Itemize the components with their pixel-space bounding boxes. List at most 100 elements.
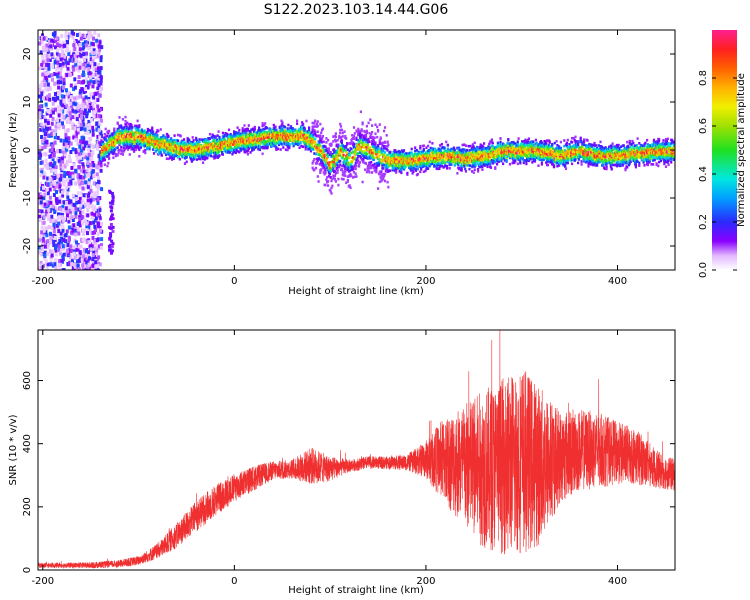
spectrogram-cell	[269, 129, 272, 132]
spectrogram-cell	[89, 79, 93, 84]
spectrogram-cell	[38, 66, 42, 71]
spectrogram-cell	[96, 134, 100, 139]
spectrogram-cell	[257, 147, 260, 151]
spectrogram-cell	[327, 175, 331, 178]
spectrogram-cell	[65, 110, 69, 115]
spectrogram-cell	[352, 134, 356, 138]
spectrogram-cell	[133, 133, 136, 136]
spectrogram-cell	[80, 148, 84, 153]
spectrogram-cell	[46, 118, 50, 123]
spectrogram-cell	[44, 259, 48, 264]
spectrogram-cell	[115, 130, 118, 134]
spectrogram-cell	[82, 164, 85, 169]
spectrogram-cell	[285, 138, 288, 142]
spectrogram-cell	[41, 238, 45, 243]
spectrogram-cell	[74, 138, 78, 143]
spectrogram-cell	[369, 163, 372, 166]
spectrogram-cell	[389, 169, 392, 172]
spectrogram-cell	[43, 144, 47, 149]
spectrogram-cell	[98, 122, 102, 126]
spectrogram-cell	[146, 134, 149, 138]
spectrogram-cell	[371, 135, 374, 139]
spectrogram-cell	[170, 156, 173, 160]
spectrogram-cell	[81, 66, 85, 71]
spectrogram-cell	[97, 90, 101, 95]
spectrogram-cell	[281, 122, 284, 126]
spectrogram-cell	[75, 54, 79, 59]
spectrogram-cell	[327, 155, 330, 158]
spectrogram-cell	[78, 159, 82, 164]
spectrogram-cell	[91, 84, 95, 89]
spectrogram-cell	[321, 152, 324, 155]
spectrogram-cell	[82, 146, 86, 151]
spectrogram-cell	[53, 31, 57, 35]
spectrogram-cell	[40, 91, 44, 96]
spectrogram-cell	[238, 135, 241, 138]
spectrogram-cell	[70, 249, 74, 253]
spectrogram-cell	[236, 126, 239, 129]
spectrogram-cell	[62, 98, 66, 103]
spectrogram-cell	[44, 71, 48, 76]
spectrogram-cell	[52, 222, 56, 227]
spectrogram-cell	[181, 144, 184, 148]
spectrogram-cell	[383, 172, 387, 176]
spectrogram-cell	[106, 134, 109, 138]
spectrogram-cell	[40, 167, 44, 172]
spectrogram-cell	[96, 80, 100, 85]
spectrogram-cell	[171, 147, 174, 150]
spectrogram-cell	[89, 228, 92, 233]
spectrogram-cell	[356, 161, 359, 164]
spectrogram-cell	[374, 143, 377, 146]
spectrogram-cell	[71, 171, 75, 176]
spectrogram-cell	[312, 125, 315, 128]
spectrogram-cell	[56, 122, 60, 127]
spectrogram-cell	[303, 127, 306, 130]
spectrogram-cell	[330, 163, 333, 166]
spectrogram-cell	[173, 134, 176, 137]
spectrogram-cell	[68, 261, 71, 266]
spectrogram-cell	[176, 141, 179, 145]
spectrogram-cell	[87, 193, 90, 198]
spectrogram-cell	[85, 221, 89, 226]
spectrogram-cell	[316, 150, 319, 154]
spectrogram-cell	[315, 157, 318, 161]
spectrogram-cell	[42, 151, 46, 156]
spectrogram-cell	[172, 149, 175, 152]
spectrogram-cell	[341, 170, 344, 173]
spectrogram-cell	[354, 146, 357, 149]
spectrogram-cell	[102, 140, 105, 144]
spectrogram-cell	[379, 141, 382, 145]
spectrogram-cell	[76, 263, 80, 268]
spectrogram-cell	[84, 218, 88, 223]
spectrogram-cell	[66, 46, 70, 51]
spectrogram-cell	[301, 130, 304, 133]
spectrogram-cell	[123, 148, 126, 151]
spectrogram-cell	[343, 172, 346, 175]
spectrogram-cell	[359, 110, 362, 114]
spectrogram-cell	[79, 244, 83, 249]
spectrogram-cell	[349, 173, 352, 176]
spectrogram-cell	[283, 125, 287, 129]
spectrogram-cell	[88, 101, 92, 106]
spectrogram-cell	[386, 180, 389, 184]
spectrogram-cell	[59, 138, 63, 143]
spectrogram-cell	[371, 163, 374, 167]
spectrogram-cell	[202, 140, 206, 144]
spectrogram-cell	[72, 96, 76, 101]
spectrogram-cell	[57, 149, 61, 153]
spectrogram-cell	[289, 133, 292, 136]
spectrogram-cell	[312, 135, 315, 139]
spectrogram-cell	[72, 101, 76, 106]
spectrogram-cell	[362, 138, 365, 142]
spectrogram-cell	[370, 160, 373, 164]
spectrogram-cell	[53, 135, 57, 140]
spectrogram-cell	[51, 168, 55, 173]
spectrogram-cell	[229, 144, 232, 148]
spectrogram-cell	[44, 102, 48, 107]
spectrogram-cell	[112, 136, 115, 140]
spectrogram-cell	[82, 97, 86, 102]
spectrogram-cell	[355, 136, 358, 140]
spectrogram-cell	[75, 240, 78, 245]
spectrogram-cell	[97, 83, 101, 88]
spectrogram-cell	[183, 150, 187, 153]
